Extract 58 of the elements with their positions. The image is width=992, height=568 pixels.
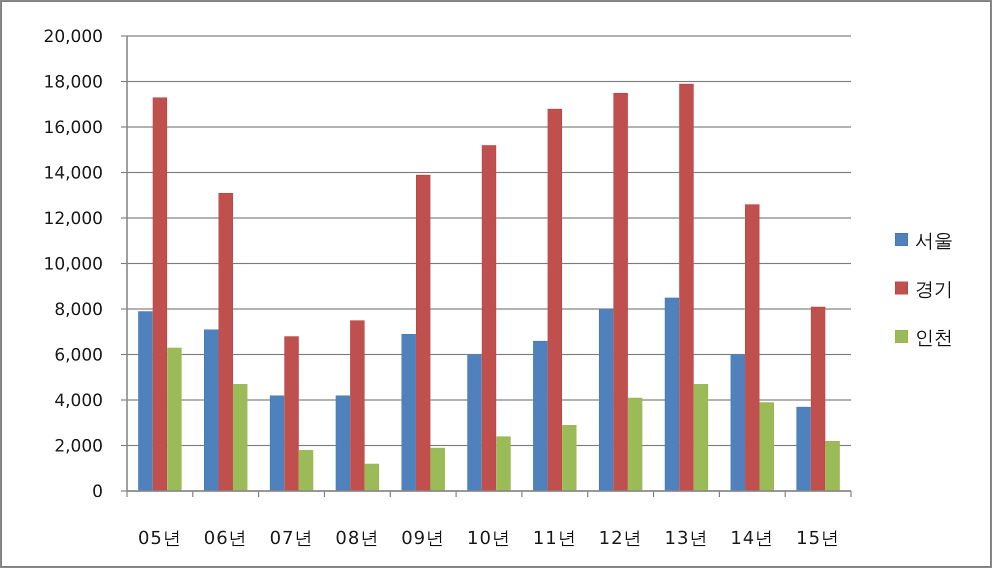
bar	[628, 398, 642, 491]
bar	[694, 384, 708, 491]
bar	[364, 464, 380, 491]
bar	[416, 174, 430, 491]
y-tick-label: 20,000	[44, 27, 103, 47]
legend-label: 경기	[915, 278, 953, 300]
bar	[350, 320, 365, 491]
bar	[796, 406, 811, 491]
legend-label: 서울	[915, 230, 953, 252]
bar	[533, 340, 548, 491]
bar	[430, 448, 445, 491]
y-tick-label: 4,000	[54, 391, 103, 411]
y-tick-label: 10,000	[44, 254, 103, 274]
bar	[664, 298, 680, 491]
bar	[562, 425, 577, 491]
x-tick-label: 06년	[204, 528, 248, 549]
x-tick-label: 08년	[335, 528, 380, 549]
bar	[745, 204, 760, 491]
x-tick-label: 10년	[467, 528, 511, 549]
bar	[167, 348, 182, 491]
bar	[482, 145, 496, 491]
x-tick-label: 13년	[664, 528, 708, 549]
x-tick-label: 07년	[270, 528, 314, 549]
bar	[336, 395, 350, 491]
x-tick-label: 09년	[401, 528, 446, 549]
bar	[467, 354, 482, 491]
bar	[810, 306, 826, 491]
x-tick-label: 14년	[730, 528, 774, 549]
x-tick-label: 15년	[796, 528, 840, 549]
y-tick-label: 12,000	[44, 209, 103, 229]
bar	[548, 108, 562, 491]
x-tick-label: 11년	[532, 528, 577, 549]
y-tick-label: 0	[92, 482, 103, 502]
bar	[298, 450, 314, 491]
bar	[613, 92, 628, 491]
bar	[284, 336, 299, 491]
bar	[730, 354, 746, 491]
bar	[825, 440, 840, 491]
y-tick-label: 16,000	[44, 118, 103, 138]
bar	[152, 97, 168, 491]
bar	[270, 395, 284, 491]
legend-label: 인천	[915, 327, 953, 349]
bar	[598, 309, 614, 491]
bar	[679, 84, 694, 491]
x-tick-label: 05년	[138, 528, 182, 549]
y-tick-label: 8,000	[54, 300, 103, 320]
bar	[401, 334, 416, 491]
bar	[138, 311, 153, 491]
bar	[204, 329, 218, 491]
y-tick-label: 18,000	[44, 72, 103, 92]
y-tick-label: 6,000	[54, 346, 103, 366]
bar	[496, 436, 511, 491]
x-tick-label: 12년	[598, 528, 643, 549]
y-tick-label: 2,000	[54, 436, 103, 456]
bar	[760, 402, 774, 491]
bar	[232, 384, 248, 491]
bar	[218, 192, 233, 491]
y-tick-label: 14,000	[44, 164, 103, 184]
